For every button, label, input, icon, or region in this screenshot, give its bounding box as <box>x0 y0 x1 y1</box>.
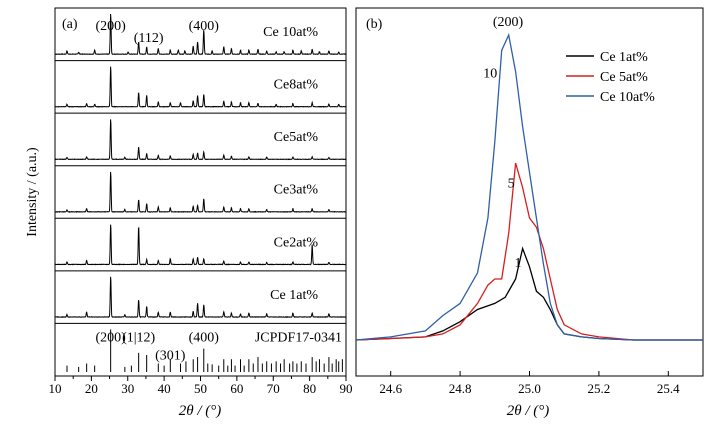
peak-label: (200) <box>95 19 126 34</box>
legend-label-ce10: Ce 10at% <box>600 90 655 105</box>
xrd-pattern-ce3at- <box>54 171 346 213</box>
panel-b-label: (b) <box>366 17 383 32</box>
series-label: Ce8at% <box>274 78 319 93</box>
panel-b-frame <box>355 7 704 377</box>
curve-label: 5 <box>508 177 515 192</box>
panel-a-label: (a) <box>62 17 78 32</box>
x-tick-label: 10 <box>49 381 62 396</box>
x-tick-label: 20 <box>85 381 98 396</box>
panel-b-xlabel: 2θ / (°) <box>507 403 550 419</box>
x-tick-label: 50 <box>194 381 207 396</box>
series-label: Ce 10at% <box>263 25 318 40</box>
legend-label-ce5: Ce 5at% <box>600 70 648 85</box>
x-tick-label: 25.0 <box>518 381 541 396</box>
curve-ce-1at- <box>355 246 703 341</box>
series-label: Ce5at% <box>274 130 319 145</box>
xrd-pattern-ce8at- <box>54 66 347 108</box>
xrd-pattern-ce2at- <box>54 224 346 266</box>
curve-label: 10 <box>483 67 497 82</box>
x-tick-label: 60 <box>230 381 243 396</box>
x-tick-label: 30 <box>121 381 134 396</box>
panel-a-plot: Ce 10at% Ce8at% Ce5at% Ce3at% Ce2at% Ce 1at% J… <box>49 13 353 396</box>
peak-label: (301) <box>155 348 186 363</box>
xrd-pattern-ce5at- <box>54 119 346 161</box>
reference-label: JCPDF17-0341 <box>255 330 342 345</box>
xrd-pattern-ce-1at- <box>55 276 347 319</box>
peak-label: (1|12) <box>122 330 155 345</box>
curve-label: 1 <box>515 256 522 271</box>
x-tick-label: 25.2 <box>588 381 611 396</box>
x-tick-label: 80 <box>303 381 316 396</box>
peak-label: (400) <box>189 19 220 34</box>
panel-a-xlabel: 2θ / (°) <box>179 403 222 419</box>
x-tick-label: 40 <box>158 381 171 396</box>
curve-ce-5at- <box>355 162 703 341</box>
x-tick-label: 90 <box>340 381 353 396</box>
x-tick-label: 24.6 <box>379 381 402 396</box>
series-label: Ce 1at% <box>270 288 318 303</box>
x-tick-label: 25.4 <box>657 381 680 396</box>
peak-label: (200) <box>95 330 126 345</box>
curve-ce-10at- <box>355 32 703 341</box>
xrd-pattern-ce-10at- <box>55 13 347 56</box>
x-tick-label: 24.8 <box>449 381 472 396</box>
panel-b-plot: 1 5 10 24.6 24.8 25.0 25.2 25.4 <box>355 32 703 396</box>
panel-a-ylabel: Intensity / (a.u.) <box>25 147 40 237</box>
series-label: Ce2at% <box>274 235 319 250</box>
legend-label-ce1: Ce 1at% <box>600 50 648 65</box>
panel-b-peak-label: (200) <box>493 15 524 30</box>
x-tick-label: 70 <box>267 381 280 396</box>
series-label: Ce3at% <box>274 183 319 198</box>
peak-label: (400) <box>189 330 220 345</box>
peak-label: (112) <box>134 31 164 46</box>
panel-b-legend: Ce 1at% Ce 5at% Ce 10at% <box>566 50 655 105</box>
